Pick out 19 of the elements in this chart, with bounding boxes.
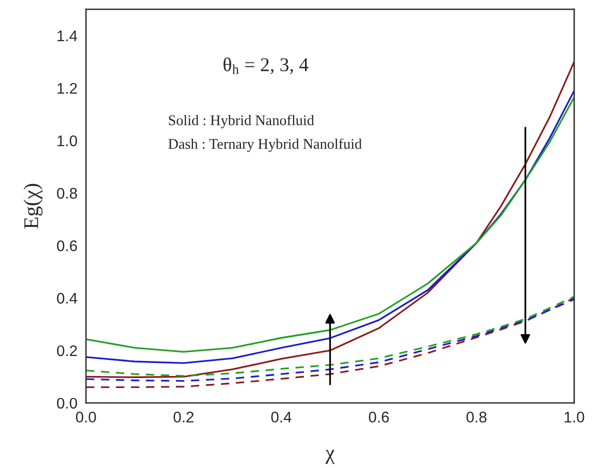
x-tick-label: 0.6 — [368, 412, 389, 423]
annotation: Dash : Ternary Hybrid Nanolfuid — [168, 138, 362, 152]
y-tick-label: 1.0 — [58, 135, 78, 146]
y-tick-label: 0.2 — [57, 345, 77, 356]
y-tick-label: 0.0 — [57, 398, 78, 409]
annotation: Solid : Hybrid Nanofluid — [168, 114, 314, 128]
x-tick-label: 0.4 — [271, 412, 292, 423]
y-tick-label: 0.4 — [57, 292, 78, 304]
x-tick-label: 0.0 — [76, 412, 96, 423]
x-tick-label: 0.8 — [466, 412, 486, 423]
y-tick-label: 1.2 — [58, 82, 77, 94]
x-tick-label: 0.2 — [174, 412, 194, 423]
x-axis-title: χ — [325, 450, 335, 464]
y-tick-label: 0.6 — [57, 240, 77, 252]
x-tick-label: 1.0 — [564, 412, 584, 423]
y-tick-label: 1.4 — [58, 30, 78, 42]
y-tick-label: 0.8 — [57, 188, 77, 199]
annotation: θ$_{h}$ = 2, 3, 4 — [224, 57, 308, 74]
y-axis-title: Eg(χ) — [24, 184, 43, 229]
